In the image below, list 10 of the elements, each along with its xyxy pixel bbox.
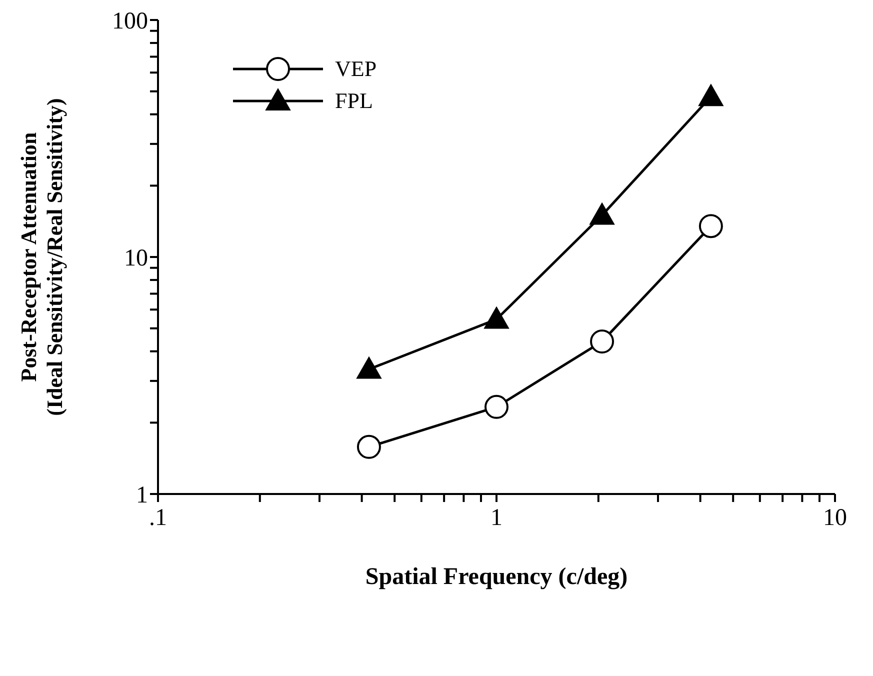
legend-label: FPL [335,88,373,114]
y-tick-label: 100 [112,8,148,35]
x-tick-label: 10 [823,505,847,532]
x-tick-label: 1 [490,505,502,532]
y-tick-label: 10 [124,246,148,272]
x-axis-title: Spatial Frequency (c/deg) [365,564,628,590]
legend-label: VEP [335,56,377,82]
y-tick-label: 1 [136,482,148,509]
x-tick-label: .1 [149,505,167,532]
y-axis-title: Post-Receptor Attenuation (Ideal Sensitivity/Real Sensitivity) [16,98,67,416]
